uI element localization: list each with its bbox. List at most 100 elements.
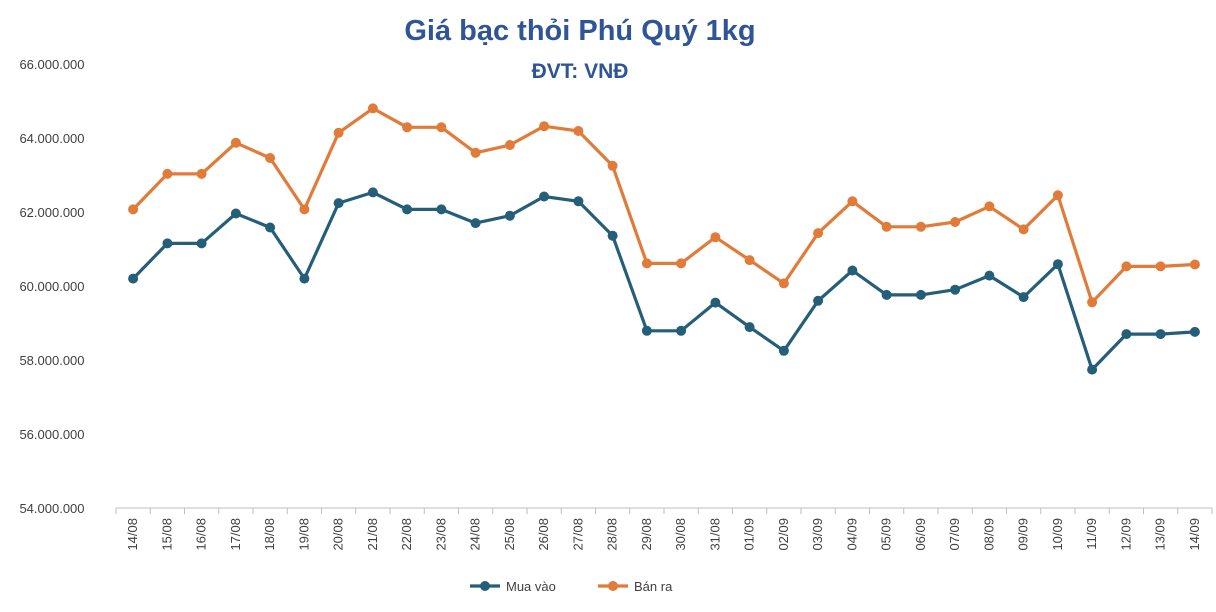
- data-point: [676, 258, 687, 269]
- x-tick-label: 18/08: [262, 518, 277, 551]
- data-point: [950, 284, 961, 295]
- data-point: [128, 273, 139, 284]
- x-tick-label: 25/08: [502, 518, 517, 551]
- data-point: [539, 191, 550, 202]
- x-tick-label: 08/09: [981, 518, 996, 551]
- data-point: [778, 345, 789, 356]
- legend-label: Bán ra: [634, 579, 673, 594]
- data-point: [984, 270, 995, 281]
- data-point: [813, 228, 824, 239]
- data-point: [744, 322, 755, 333]
- data-point: [1121, 261, 1132, 272]
- data-point: [1155, 329, 1166, 340]
- data-point: [333, 198, 344, 209]
- series-line: [131, 106, 1195, 304]
- data-point: [744, 255, 755, 266]
- legend-label: Mua vào: [506, 579, 556, 594]
- data-point: [196, 168, 207, 179]
- data-point: [402, 122, 413, 133]
- data-point: [676, 325, 687, 336]
- series-lines: [128, 103, 1200, 375]
- data-point: [1052, 190, 1063, 201]
- chart-subtitle: ĐVT: VNĐ: [532, 60, 629, 83]
- data-point: [333, 127, 344, 138]
- x-tick-label: 24/08: [468, 518, 483, 551]
- legend-marker: [608, 581, 618, 591]
- x-tick-label: 13/09: [1153, 518, 1168, 551]
- data-point: [162, 238, 173, 249]
- x-tick-label: 30/08: [673, 518, 688, 551]
- data-point: [881, 221, 892, 232]
- data-point: [1189, 259, 1200, 270]
- x-tick-label: 14/09: [1187, 518, 1202, 551]
- y-tick-label: 60.000.000: [19, 279, 84, 294]
- y-tick-label: 56.000.000: [19, 427, 84, 442]
- data-point: [1087, 364, 1098, 375]
- data-point: [230, 208, 241, 219]
- x-tick-label: 11/09: [1084, 518, 1099, 550]
- data-point: [984, 201, 995, 212]
- x-tick-label: 27/08: [570, 518, 585, 551]
- data-point: [436, 122, 447, 133]
- x-tick-label: 14/08: [125, 518, 140, 551]
- data-point: [778, 278, 789, 289]
- data-point: [641, 258, 652, 269]
- data-point: [847, 196, 858, 207]
- x-tick-label: 20/08: [331, 518, 346, 551]
- x-tick-label: 07/09: [947, 518, 962, 551]
- data-point: [1155, 261, 1166, 272]
- data-point: [710, 232, 721, 243]
- x-tick-label: 26/08: [536, 518, 551, 551]
- x-tick-label: 19/08: [296, 518, 311, 551]
- data-point: [847, 265, 858, 276]
- data-point: [299, 273, 310, 284]
- data-point: [402, 204, 413, 215]
- chart-title: Giá bạc thỏi Phú Quý 1kg: [404, 15, 755, 47]
- x-tick-label: 28/08: [605, 518, 620, 551]
- x-tick-label: 16/08: [194, 518, 209, 551]
- x-axis: 14/08 15/08 16/08 17/08 18/08 19/08 20/08 21/08…: [115, 507, 1213, 551]
- data-point: [162, 168, 173, 179]
- data-point: [607, 160, 618, 171]
- data-point: [436, 204, 447, 215]
- data-point: [196, 238, 207, 249]
- series-line: [131, 190, 1196, 372]
- data-point: [470, 147, 481, 158]
- data-point: [504, 140, 515, 150]
- data-point: [573, 196, 584, 207]
- data-point: [367, 187, 378, 198]
- x-tick-label: 02/09: [776, 518, 791, 551]
- data-point: [367, 103, 378, 114]
- data-point: [881, 289, 892, 300]
- x-tick-label: 21/08: [365, 518, 380, 551]
- x-tick-label: 01/09: [742, 518, 757, 551]
- x-tick-label: 23/08: [433, 518, 448, 551]
- x-tick-label: 06/09: [913, 518, 928, 551]
- legend: Mua vào Bán ra: [470, 579, 673, 594]
- data-point: [1052, 259, 1063, 270]
- data-point: [299, 204, 310, 215]
- y-tick-label: 66.000.000: [19, 57, 84, 72]
- data-point: [915, 289, 926, 300]
- data-point: [1018, 224, 1029, 235]
- data-point: [1189, 326, 1200, 337]
- data-point: [1018, 292, 1029, 303]
- x-tick-label: 05/09: [879, 518, 894, 551]
- data-point: [710, 297, 721, 308]
- x-tick-label: 15/08: [159, 518, 174, 551]
- data-point: [950, 217, 961, 227]
- data-point: [641, 325, 652, 336]
- legend-marker: [480, 581, 490, 591]
- x-tick-label: 17/08: [228, 518, 243, 551]
- x-tick-label: 04/09: [844, 518, 859, 551]
- data-point: [607, 230, 618, 241]
- y-tick-label: 58.000.000: [19, 353, 84, 368]
- data-point: [230, 137, 241, 148]
- data-point: [1087, 297, 1098, 308]
- x-tick-label: 22/08: [399, 518, 414, 551]
- x-tick-label: 12/09: [1118, 518, 1133, 551]
- data-point: [1121, 329, 1132, 340]
- data-point: [128, 204, 139, 215]
- data-point: [915, 221, 926, 232]
